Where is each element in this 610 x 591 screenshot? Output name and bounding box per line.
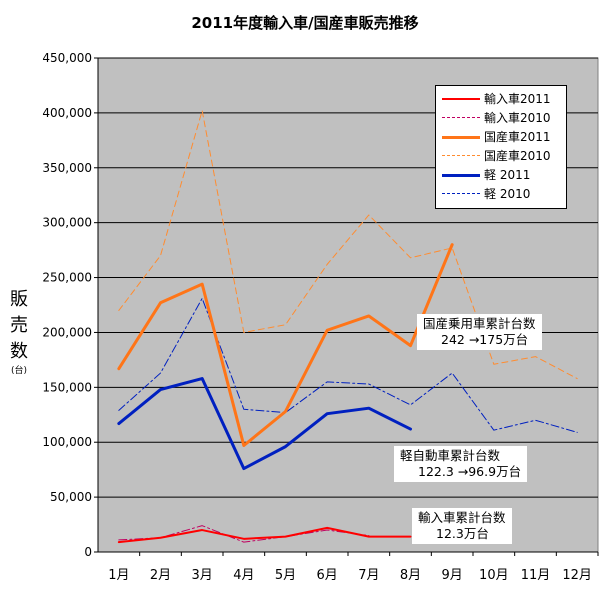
- y-tick-label: 0: [84, 545, 92, 559]
- legend-swatch: [442, 193, 480, 194]
- legend-item-kei-2011: 軽 2011: [436, 164, 566, 184]
- x-tick-label: 12月: [562, 568, 592, 583]
- y-axis-unit: (台): [10, 366, 28, 376]
- y-axis-label: 販売数 (台): [2, 285, 36, 376]
- x-tick-label: 3月: [192, 568, 213, 583]
- legend-swatch: [442, 117, 480, 118]
- y-tick-label: 400,000: [42, 106, 92, 120]
- y-tick-label: 100,000: [42, 435, 92, 449]
- legend-item-import-2010: 輸入車2010: [436, 107, 566, 127]
- annotation-line1: 国産乗用車累計台数: [423, 316, 536, 331]
- legend-label: 軽 2011: [484, 168, 531, 182]
- series-line-3: [118, 110, 578, 380]
- annotation-line1: 輸入車累計台数: [418, 510, 506, 525]
- y-tick-label: 450,000: [42, 51, 92, 65]
- legend-item-kei-2010: 軽 2010: [436, 183, 566, 203]
- legend-label: 国産車2010: [484, 149, 551, 163]
- x-tick-label: 10月: [479, 568, 509, 583]
- x-tick-label: 4月: [233, 568, 254, 583]
- legend-label: 輸入車2010: [484, 111, 551, 125]
- y-axis-label-text: 販売数: [10, 289, 28, 362]
- legend-swatch: [442, 155, 480, 156]
- annotation-line2: 242 →175万台: [441, 332, 529, 347]
- annotation-line2: 122.3 →96.9万台: [418, 464, 522, 479]
- legend-item-domestic-2011: 国産車2011: [436, 126, 566, 146]
- x-tick-label: 8月: [400, 568, 421, 583]
- series-line-1: [118, 525, 370, 543]
- annotation-line2: 12.3万台: [436, 526, 489, 541]
- y-tick-label: 150,000: [42, 380, 92, 394]
- y-tick-label: 200,000: [42, 325, 92, 339]
- series-line-0: [117, 526, 412, 544]
- y-tick-label: 350,000: [42, 161, 92, 175]
- series-line-2: [117, 243, 454, 448]
- annotation-domestic-total: 国産乗用車累計台数 242 →175万台: [417, 314, 542, 350]
- x-tick-label: 9月: [442, 568, 463, 583]
- legend-label: 軽 2010: [484, 187, 531, 201]
- x-tick-label: 6月: [317, 568, 338, 583]
- chart-title: 2011年度輸入車/国産車販売推移: [191, 14, 419, 32]
- legend: 輸入車2011 輸入車2010 国産車2011 国産車2010 軽 2011 軽…: [435, 85, 567, 209]
- y-tick-label: 250,000: [42, 271, 92, 285]
- x-tick-label: 7月: [358, 568, 379, 583]
- annotation-line1: 軽自動車累計台数: [400, 448, 501, 463]
- x-tick-label: 2月: [150, 568, 171, 583]
- y-tick-label: 50,000: [50, 490, 92, 504]
- x-tick-label: 11月: [521, 568, 551, 583]
- y-tick-label: 300,000: [42, 216, 92, 230]
- series-line-5: [118, 297, 578, 433]
- legend-label: 国産車2011: [484, 130, 551, 144]
- x-tick-label: 1月: [108, 568, 129, 583]
- legend-label: 輸入車2011: [484, 92, 551, 106]
- legend-swatch: [442, 174, 480, 177]
- legend-item-domestic-2010: 国産車2010: [436, 145, 566, 165]
- legend-item-import-2011: 輸入車2011: [436, 88, 566, 108]
- legend-swatch: [442, 98, 480, 100]
- annotation-import-total: 輸入車累計台数 12.3万台: [412, 508, 512, 544]
- series-line-4: [117, 377, 412, 471]
- x-tick-label: 5月: [275, 568, 296, 583]
- legend-swatch: [442, 136, 480, 139]
- annotation-kei-total: 軽自動車累計台数 122.3 →96.9万台: [394, 446, 528, 482]
